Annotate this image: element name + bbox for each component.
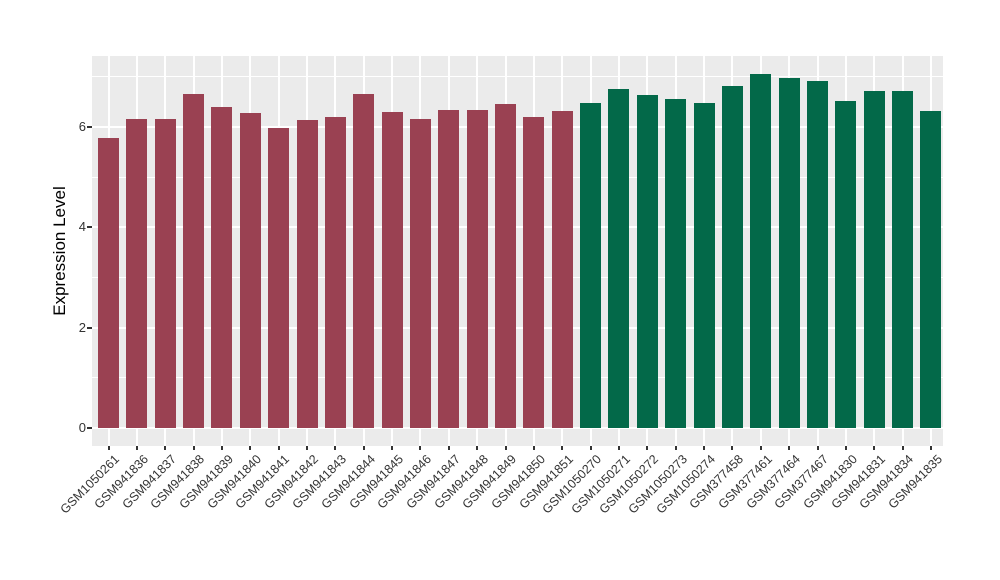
x-tick-mark <box>249 446 252 450</box>
x-tick-mark <box>419 446 422 450</box>
y-tick-mark <box>87 125 92 128</box>
bar <box>438 109 460 428</box>
x-tick-mark <box>164 446 167 450</box>
x-tick-mark <box>107 446 110 450</box>
bar <box>892 90 914 428</box>
bar <box>495 103 517 428</box>
bar <box>268 128 290 428</box>
x-tick-mark <box>788 446 791 450</box>
bar <box>523 117 545 428</box>
x-tick-mark <box>476 446 479 450</box>
x-tick-mark <box>135 446 138 450</box>
gridline-minor <box>92 276 943 278</box>
x-tick-mark <box>306 446 309 450</box>
bar <box>636 94 658 428</box>
bar <box>920 110 942 428</box>
x-tick-mark <box>816 446 819 450</box>
y-tick-label: 0 <box>78 420 86 435</box>
x-tick-mark <box>929 446 932 450</box>
bar <box>324 117 346 428</box>
x-tick-mark <box>532 446 535 450</box>
bar <box>126 119 148 428</box>
bar <box>721 85 743 428</box>
x-tick-mark <box>220 446 223 450</box>
y-tick-label: 6 <box>78 118 86 134</box>
x-tick-mark <box>589 446 592 450</box>
x-tick-mark <box>192 446 195 450</box>
x-tick-mark <box>759 446 762 450</box>
bar <box>778 78 800 428</box>
bar <box>296 119 318 428</box>
x-tick-mark <box>391 446 394 450</box>
y-tick-label: 2 <box>78 319 86 335</box>
x-tick-mark <box>362 446 365 450</box>
x-tick-mark <box>277 446 280 450</box>
bar <box>183 94 205 428</box>
bar <box>551 110 573 428</box>
x-tick-mark <box>703 446 706 450</box>
bar <box>154 119 176 428</box>
gridline-major <box>92 226 943 229</box>
bar <box>211 107 233 428</box>
x-tick-mark <box>561 446 564 450</box>
bar <box>409 119 431 428</box>
y-tick-mark <box>87 226 92 229</box>
gridline-major <box>92 125 943 128</box>
x-tick-mark <box>447 446 450 450</box>
plot-panel <box>92 56 943 446</box>
bar <box>835 100 857 428</box>
bar <box>807 80 828 428</box>
x-tick-mark <box>873 446 876 450</box>
bar <box>608 88 630 428</box>
bar <box>580 102 602 428</box>
bar <box>466 109 488 428</box>
bar <box>693 102 715 428</box>
bar <box>665 99 687 428</box>
x-tick-mark <box>731 446 734 450</box>
x-tick-mark <box>901 446 904 450</box>
gridline-minor <box>92 176 943 178</box>
gridline-major <box>92 427 943 429</box>
x-tick-mark <box>617 446 620 450</box>
x-tick-mark <box>844 446 847 450</box>
y-tick-label: 4 <box>78 219 86 235</box>
bar <box>353 94 375 428</box>
gridline-minor <box>92 377 943 379</box>
x-tick-mark <box>504 446 507 450</box>
y-tick-mark <box>87 427 92 429</box>
bar <box>98 138 119 428</box>
x-tick-mark <box>334 446 337 450</box>
gridline-major <box>92 326 943 329</box>
y-tick-mark <box>87 326 92 329</box>
bar <box>750 73 772 428</box>
y-axis-title: Expression Level <box>50 186 69 316</box>
x-tick-mark <box>674 446 677 450</box>
gridline-minor <box>92 76 943 78</box>
bar <box>239 113 261 428</box>
x-tick-mark <box>646 446 649 450</box>
bar <box>381 111 403 428</box>
bar <box>863 90 885 428</box>
